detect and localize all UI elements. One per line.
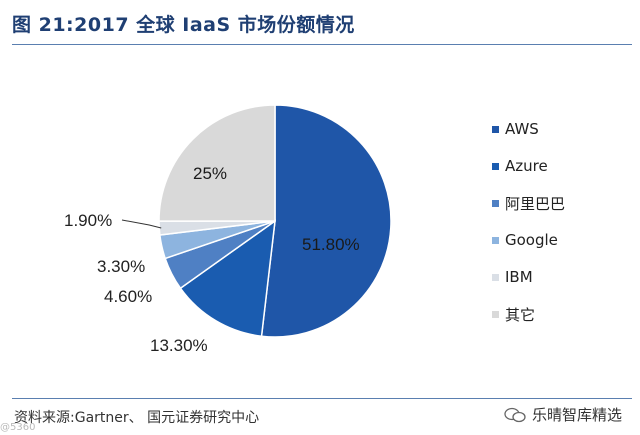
legend-label: Google (505, 231, 558, 249)
legend-item-azure: Azure (492, 157, 632, 175)
legend-swatch (492, 273, 499, 281)
legend-item-ibm: IBM (492, 268, 632, 286)
slice-aws (260, 104, 392, 338)
data-label-aws: 51.80% (302, 235, 360, 254)
data-label-ibm: 1.90% (64, 211, 113, 230)
legend-label: AWS (505, 120, 539, 138)
data-label-google: 3.30% (97, 257, 146, 276)
legend-item-aws: AWS (492, 120, 632, 138)
legend-label: Azure (505, 157, 548, 175)
legend-item-google: Google (492, 231, 632, 249)
legend-swatch (492, 162, 499, 170)
title-divider (12, 44, 632, 45)
data-label-alibaba: 4.60% (104, 287, 153, 306)
wechat-icon (504, 407, 526, 423)
slice-azure (179, 219, 276, 338)
source-note: 资料来源:Gartner、 国元证券研究中心 (14, 410, 260, 426)
legend-swatch (492, 310, 499, 318)
footer-divider (12, 398, 632, 399)
corner-watermark: @5360 (0, 422, 36, 433)
legend-label: 其它 (505, 305, 536, 324)
chart-legend: AWS Azure 阿里巴巴 Google IBM 其它 (492, 120, 632, 342)
legend-item-alibaba: 阿里巴巴 (492, 194, 632, 213)
brand-text: 乐晴智库精选 (531, 406, 622, 424)
legend-swatch (492, 125, 499, 133)
legend-item-other: 其它 (492, 305, 632, 324)
legend-swatch (492, 236, 499, 244)
legend-label: 阿里巴巴 (505, 194, 566, 213)
slice-other (158, 104, 276, 222)
chart-title: 图 21:2017 全球 IaaS 市场份额情况 (12, 14, 355, 36)
brand-watermark: 乐晴智库精选 (504, 404, 622, 425)
leader-line-ibm (121, 219, 162, 229)
legend-swatch (492, 199, 499, 207)
data-label-other: 25% (193, 164, 228, 183)
data-label-azure: 13.30% (150, 336, 208, 355)
legend-label: IBM (505, 268, 533, 286)
